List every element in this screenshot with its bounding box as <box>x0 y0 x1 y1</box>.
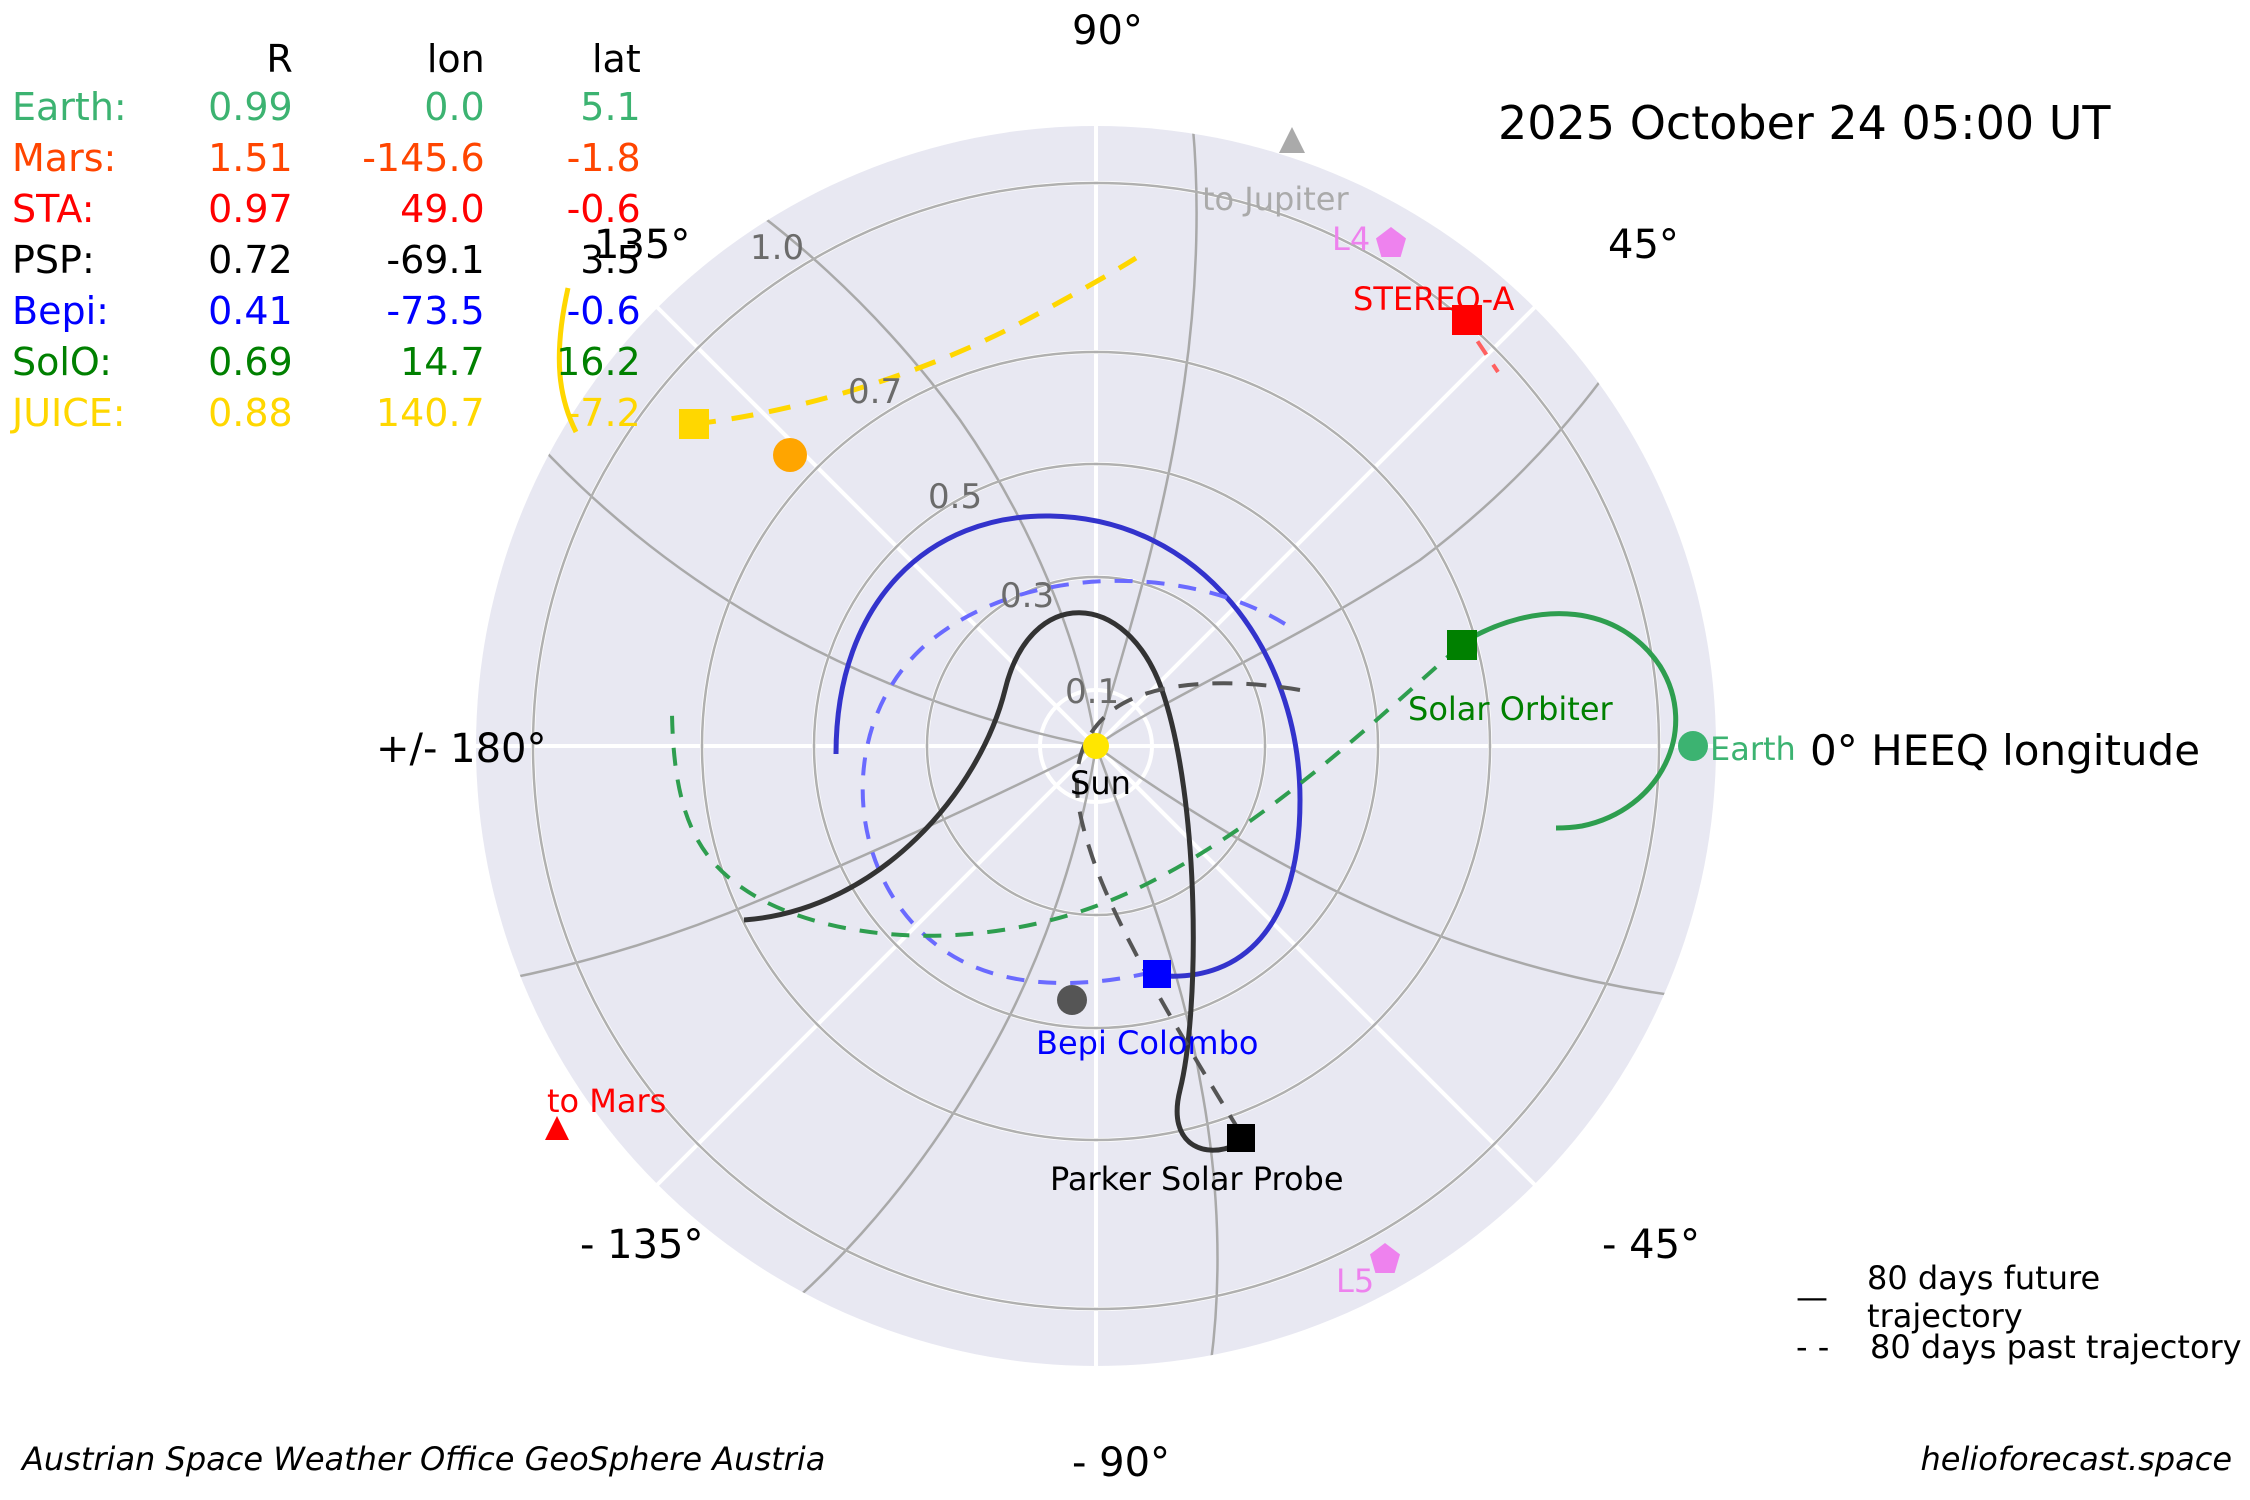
row-lon-value: 0.0 <box>424 85 485 129</box>
trajectory-solo <box>670 611 1679 938</box>
angle-tick-label: +/- 180° <box>376 726 547 772</box>
radial-tick-label: 0.1 <box>1065 672 1120 712</box>
legend-past-label: 80 days past trajectory <box>1870 1328 2242 1366</box>
row-r-value: 0.97 <box>208 187 293 231</box>
angle-tick-label: 45° <box>1608 222 1679 268</box>
header-lon: lon <box>426 37 485 81</box>
row-lon-value: -73.5 <box>386 289 485 333</box>
row-lat-value: -0.6 <box>566 289 641 333</box>
row-body-name: SolO: <box>12 340 112 384</box>
row-lat-value: 16.2 <box>556 340 641 384</box>
row-r-value: 0.99 <box>208 85 293 129</box>
row-r-value: 0.88 <box>208 391 293 435</box>
earth-label: Earth <box>1710 730 1796 768</box>
angle-tick-label: 135° <box>594 222 691 268</box>
parker-solar-probe-label: Parker Solar Probe <box>1050 1160 1344 1198</box>
row-lat-value: -0.6 <box>566 187 641 231</box>
table-row: JUICE: 0.88 140.7 -7.2 <box>12 388 647 439</box>
to-jupiter-label: to Jupiter <box>1202 180 1349 218</box>
bepi-colombo-label: Bepi Colombo <box>1036 1024 1259 1062</box>
legend-future-label: 80 days future trajectory <box>1867 1259 2101 1335</box>
radial-tick-label: 1.0 <box>750 228 805 268</box>
table-row: Mars: 1.51 -145.6 -1.8 <box>12 133 647 184</box>
stereo-a-label: STEREO-A <box>1353 280 1515 318</box>
row-lat-value: 5.1 <box>580 85 641 129</box>
table-row: Bepi: 0.41 -73.5 -0.6 <box>12 286 647 337</box>
row-r-value: 0.72 <box>208 238 293 282</box>
row-r-value: 0.69 <box>208 340 293 384</box>
angle-tick-label: - 90° <box>1072 1440 1171 1486</box>
to-mars-label: to Mars <box>547 1082 667 1120</box>
row-lat-value: -7.2 <box>566 391 641 435</box>
row-body-name: Bepi: <box>12 289 109 333</box>
table-row: PSP: 0.72 -69.1 3.5 <box>12 235 647 286</box>
parker-solar-probe-marker-icon[interactable] <box>1227 1124 1255 1152</box>
solar-orbiter-label: Solar Orbiter <box>1408 690 1613 728</box>
bepi-past-path <box>860 578 1287 986</box>
radial-tick-label: 0.5 <box>928 477 983 517</box>
table-row: SolO: 0.69 14.7 16.2 <box>12 337 647 388</box>
table-row: STA: 0.97 49.0 -0.6 <box>12 184 647 235</box>
trajectory-bepi <box>833 513 1303 986</box>
earth-marker-icon[interactable] <box>1678 731 1708 761</box>
juice-marker-icon[interactable] <box>679 409 709 439</box>
row-body-name: PSP: <box>12 238 95 282</box>
bepi-future-path <box>833 513 1303 979</box>
psp-future-path <box>743 610 1240 1153</box>
dashed-line-icon: - - <box>1796 1328 1830 1366</box>
l5-label: L5 <box>1336 1262 1375 1300</box>
solo-future-path <box>1458 611 1679 831</box>
sun-marker-icon[interactable] <box>1083 733 1109 759</box>
sun-label: Sun <box>1070 764 1131 802</box>
radial-tick-label: 0.7 <box>848 372 903 412</box>
row-body-name: JUICE: <box>12 391 126 435</box>
psp-past-path <box>1074 681 1301 1134</box>
positions-table: R lon lat Earth: 0.99 0.0 5.1 Mars: 1.51 -145.… <box>12 40 647 439</box>
header-lat: lat <box>591 37 641 81</box>
radial-tick-label: 0.3 <box>1000 576 1055 616</box>
header-r: R <box>266 37 293 81</box>
table-row: Earth: 0.99 0.0 5.1 <box>12 82 647 133</box>
legend-row-future: — 80 days future trajectory <box>1796 1259 2250 1335</box>
footer-organization: Austrian Space Weather Office GeoSphere … <box>22 1440 826 1478</box>
trajectory-legend: — 80 days future trajectory - - 80 days … <box>1796 1259 2250 1372</box>
row-lon-value: 49.0 <box>400 187 485 231</box>
row-body-name: STA: <box>12 187 95 231</box>
row-lon-value: -69.1 <box>386 238 485 282</box>
juice-past-path <box>693 255 1138 427</box>
row-body-name: Mars: <box>12 136 117 180</box>
row-lon-value: 140.7 <box>375 391 485 435</box>
solo-past-path <box>670 644 1462 938</box>
row-lat-value: 3.5 <box>580 238 641 282</box>
trajectory-psp <box>743 610 1301 1153</box>
angle-tick-label: - 135° <box>580 1222 704 1268</box>
plot-title: 2025 October 24 05:00 UT <box>1498 96 2111 150</box>
trajectory-juice <box>556 255 1138 434</box>
heeq-longitude-label: 0° HEEQ longitude <box>1810 726 2201 775</box>
orbit-circles <box>531 181 1661 1311</box>
table-header-row: R lon lat <box>12 40 647 82</box>
bepi-colombo-marker-icon[interactable] <box>1143 960 1171 988</box>
juice-future-path <box>556 287 579 434</box>
l4-label: L4 <box>1332 220 1371 258</box>
footer-website[interactable]: helioforecast.space <box>1920 1440 2232 1478</box>
row-lon-value: -145.6 <box>362 136 485 180</box>
legend-row-past: - - 80 days past trajectory <box>1796 1322 2250 1372</box>
solar-orbiter-marker-icon[interactable] <box>1447 630 1477 660</box>
mercury-marker-icon[interactable] <box>1057 985 1087 1015</box>
angle-tick-label: - 45° <box>1602 1222 1701 1268</box>
row-lon-value: 14.7 <box>400 340 485 384</box>
row-r-value: 1.51 <box>208 136 293 180</box>
stereo-a-marker-icon[interactable] <box>1452 305 1482 335</box>
solid-line-icon: — <box>1796 1278 1828 1316</box>
row-r-value: 0.41 <box>208 289 293 333</box>
header-body <box>12 40 153 82</box>
row-lat-value: -1.8 <box>566 136 641 180</box>
venus-marker-icon[interactable] <box>773 438 807 472</box>
angle-tick-label: 90° <box>1072 8 1143 54</box>
row-body-name: Earth: <box>12 85 127 129</box>
